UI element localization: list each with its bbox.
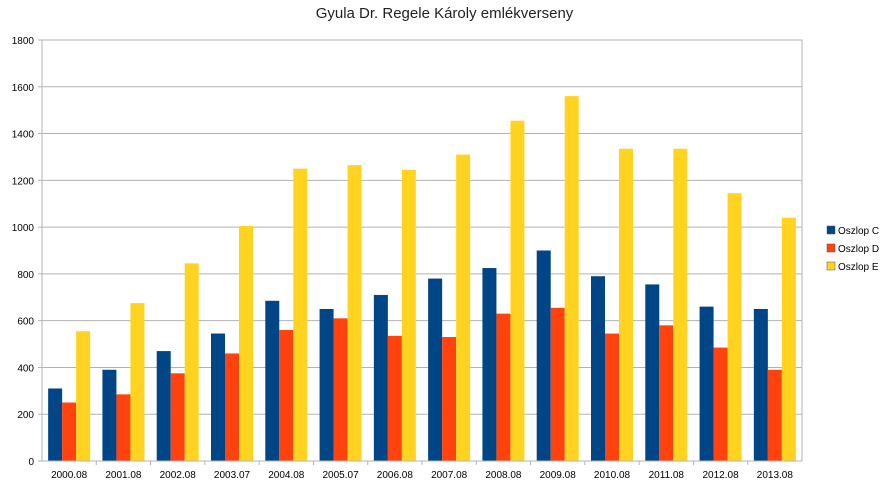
x-tick-label: 2001.08 xyxy=(105,470,142,481)
bar-oszlop-c xyxy=(536,250,551,461)
bar-oszlop-d xyxy=(279,330,294,461)
bar-oszlop-c xyxy=(753,308,768,461)
bar-oszlop-e xyxy=(564,96,579,461)
plot-area-border xyxy=(41,39,803,462)
bar-oszlop-c xyxy=(319,308,334,461)
bar-oszlop-e xyxy=(130,303,145,461)
legend-label: Oszlop D xyxy=(838,244,879,255)
bar-oszlop-d xyxy=(333,318,348,461)
bar-oszlop-c xyxy=(102,369,117,461)
bar-oszlop-d xyxy=(225,353,239,461)
bar-oszlop-d xyxy=(116,394,131,461)
bar-oszlop-d xyxy=(496,313,511,461)
y-tick-label: 400 xyxy=(17,363,34,374)
bar-oszlop-d xyxy=(387,335,402,461)
bar-oszlop-d xyxy=(550,307,565,461)
bar-oszlop-c xyxy=(482,268,497,461)
bar-oszlop-c xyxy=(428,278,443,461)
y-tick-label: 1800 xyxy=(12,36,35,47)
x-axis-ticks: 2000.08 2001.08 2002.08 2003.07 2004.08 2005.… xyxy=(51,461,793,481)
legend-label: Oszlop E xyxy=(838,262,879,273)
bar-oszlop-d xyxy=(170,373,185,461)
bar-oszlop-d xyxy=(442,337,457,461)
bar-oszlop-e xyxy=(76,331,91,461)
gridlines xyxy=(42,39,802,462)
y-tick-label: 800 xyxy=(17,270,34,281)
bar-oszlop-d xyxy=(659,325,674,461)
x-tick-label: 2002.08 xyxy=(160,470,197,481)
bar-oszlop-c xyxy=(48,388,63,461)
y-tick-label: 1000 xyxy=(12,223,35,234)
axes xyxy=(41,39,803,462)
bar-oszlop-e xyxy=(239,225,253,461)
x-tick-label: 2012.08 xyxy=(702,470,739,481)
bar-oszlop-e xyxy=(293,168,308,461)
bar-oszlop-e xyxy=(401,169,416,461)
legend-label: Oszlop C xyxy=(838,226,879,237)
bar-oszlop-e xyxy=(673,148,688,461)
x-tick-label: 2004.08 xyxy=(268,470,305,481)
bar-oszlop-c xyxy=(265,300,280,461)
bar-oszlop-c xyxy=(156,351,171,461)
y-tick-label: 1400 xyxy=(12,130,35,141)
y-tick-label: 600 xyxy=(17,317,34,328)
bar-oszlop-e xyxy=(727,193,742,462)
bar-oszlop-e xyxy=(184,263,199,461)
legend: Oszlop C Oszlop D Oszlop E xyxy=(826,225,879,273)
bar-oszlop-e xyxy=(510,120,525,462)
x-tick-label: 2003.07 xyxy=(214,470,251,481)
y-tick-label: 1600 xyxy=(12,83,35,94)
bar-oszlop-c xyxy=(645,284,660,461)
bar-oszlop-c xyxy=(591,276,605,461)
y-tick-label: 200 xyxy=(17,410,34,421)
x-tick-label: 2006.08 xyxy=(377,470,414,481)
bar-oszlop-d xyxy=(605,333,619,461)
y-tick-label: 1200 xyxy=(12,176,35,187)
x-tick-label: 2005.07 xyxy=(322,470,359,481)
bar-oszlop-d xyxy=(767,369,782,461)
x-tick-label: 2008.08 xyxy=(485,470,522,481)
x-tick-label: 2000.08 xyxy=(51,470,88,481)
bar-oszlop-d xyxy=(62,402,77,461)
bar-oszlop-e xyxy=(619,148,633,461)
legend-swatch xyxy=(826,261,836,271)
x-tick-label: 2010.08 xyxy=(594,470,631,481)
legend-swatch xyxy=(826,225,836,235)
x-tick-label: 2013.08 xyxy=(757,470,794,481)
bar-oszlop-c xyxy=(699,306,714,461)
legend-swatch xyxy=(826,243,836,253)
bar-oszlop-c xyxy=(211,333,225,461)
x-tick-label: 2007.08 xyxy=(431,470,468,481)
bar-oszlop-e xyxy=(347,165,362,461)
x-tick-label: 2011.08 xyxy=(649,470,685,481)
chart-title: Gyula Dr. Regele Károly emlékverseny xyxy=(315,5,574,22)
bar-oszlop-e xyxy=(456,154,471,461)
bars xyxy=(48,96,796,462)
x-tick-label: 2009.08 xyxy=(540,470,577,481)
y-axis-ticks: 0 200 400 600 800 1000 1200 1400 1600 1800 xyxy=(12,36,42,468)
y-tick-label: 0 xyxy=(28,457,34,468)
bar-oszlop-d xyxy=(713,347,728,461)
bar-oszlop-c xyxy=(373,294,388,461)
bar-oszlop-e xyxy=(781,217,796,461)
